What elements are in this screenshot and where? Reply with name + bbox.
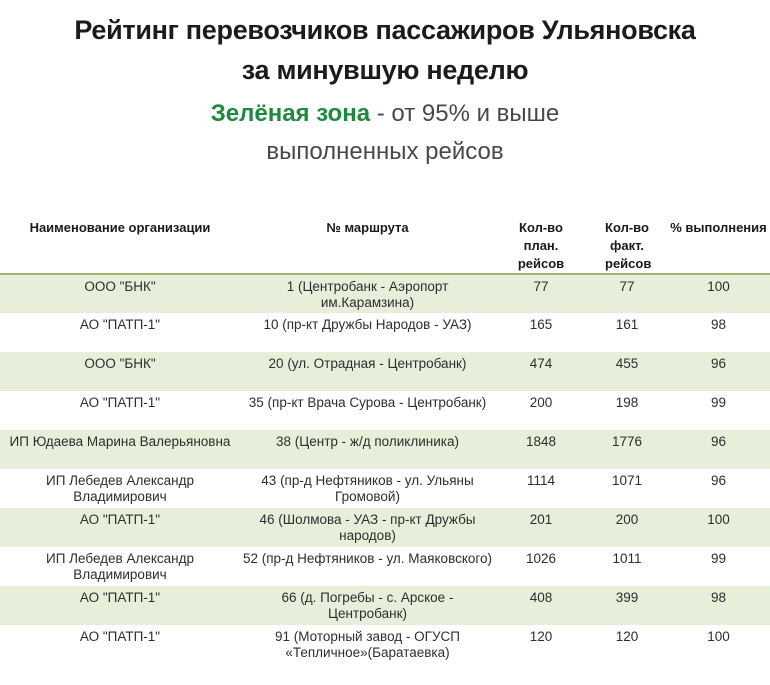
actual-trips-cell: 161 bbox=[587, 313, 667, 352]
planned-trips-cell: 1114 bbox=[495, 469, 587, 508]
completion-percent-cell: 96 bbox=[667, 430, 770, 469]
route-cell: 38 (Центр - ж/д поликлиника) bbox=[240, 430, 495, 469]
organization-cell: ООО "БНК" bbox=[0, 274, 240, 313]
route-cell: 52 (пр-д Нефтяников - ул. Маяковского) bbox=[240, 547, 495, 586]
table-row: АО "ПАТП-1" 66 (д. Погребы - с. Арское - … bbox=[0, 586, 770, 625]
organization-cell: ИП Лебедев Александр Владимирович bbox=[0, 469, 240, 508]
table-row: ООО "БНК" 1 (Центробанк - Аэропорт им.Кар… bbox=[0, 274, 770, 313]
planned-trips-cell: 200 bbox=[495, 391, 587, 430]
table-row: ИП Лебедев Александр Владимирович 52 (пр-… bbox=[0, 547, 770, 586]
actual-trips-cell: 120 bbox=[587, 625, 667, 664]
planned-trips-cell: 474 bbox=[495, 352, 587, 391]
completion-percent-cell: 100 bbox=[667, 625, 770, 664]
organization-cell: ООО "БНК" bbox=[0, 352, 240, 391]
completion-percent-cell: 100 bbox=[667, 508, 770, 547]
column-header-planned-trips: Кол-во план. рейсов bbox=[495, 212, 587, 275]
planned-trips-cell: 408 bbox=[495, 586, 587, 625]
planned-trips-cell: 201 bbox=[495, 508, 587, 547]
route-cell: 10 (пр-кт Дружбы Народов - УАЗ) bbox=[240, 313, 495, 352]
planned-trips-cell: 77 bbox=[495, 274, 587, 313]
actual-trips-cell: 399 bbox=[587, 586, 667, 625]
planned-trips-cell: 1848 bbox=[495, 430, 587, 469]
route-cell: 1 (Центробанк - Аэропорт им.Карамзина) bbox=[240, 274, 495, 313]
column-header-actual-trips: Кол-во факт. рейсов bbox=[587, 212, 667, 275]
actual-trips-cell: 1071 bbox=[587, 469, 667, 508]
table-header: Наименование организации № маршрута Кол-… bbox=[0, 212, 770, 275]
actual-trips-cell: 198 bbox=[587, 391, 667, 430]
completion-percent-cell: 98 bbox=[667, 313, 770, 352]
route-cell: 43 (пр-д Нефтяников - ул. Ульяны Громово… bbox=[240, 469, 495, 508]
planned-trips-cell: 1026 bbox=[495, 547, 587, 586]
organization-cell: ИП Юдаева Марина Валерьяновна bbox=[0, 430, 240, 469]
table-row: ООО "БНК" 20 (ул. Отрадная - Центробанк) 4… bbox=[0, 352, 770, 391]
column-header-organization: Наименование организации bbox=[0, 212, 240, 275]
planned-trips-cell: 165 bbox=[495, 313, 587, 352]
table-row: АО "ПАТП-1" 35 (пр-кт Врача Сурова - Цент… bbox=[0, 391, 770, 430]
actual-trips-cell: 455 bbox=[587, 352, 667, 391]
organization-cell: АО "ПАТП-1" bbox=[0, 586, 240, 625]
column-header-route: № маршрута bbox=[240, 212, 495, 275]
route-cell: 35 (пр-кт Врача Сурова - Центробанк) bbox=[240, 391, 495, 430]
page-title-line1: Рейтинг перевозчиков пассажиров Ульяновс… bbox=[74, 15, 696, 45]
route-cell: 20 (ул. Отрадная - Центробанк) bbox=[240, 352, 495, 391]
zone-subtitle: Зелёная зона - от 95% и выше выполненных… bbox=[165, 95, 605, 171]
completion-percent-cell: 96 bbox=[667, 352, 770, 391]
table-row: АО "ПАТП-1" 10 (пр-кт Дружбы Народов - УА… bbox=[0, 313, 770, 352]
route-cell: 46 (Шолмова - УАЗ - пр-кт Дружбы народов… bbox=[240, 508, 495, 547]
actual-trips-cell: 1776 bbox=[587, 430, 667, 469]
completion-percent-cell: 99 bbox=[667, 391, 770, 430]
table-row: ИП Лебедев Александр Владимирович 43 (пр-… bbox=[0, 469, 770, 508]
completion-percent-cell: 99 bbox=[667, 547, 770, 586]
organization-cell: АО "ПАТП-1" bbox=[0, 391, 240, 430]
organization-cell: ИП Лебедев Александр Владимирович bbox=[0, 547, 240, 586]
organization-cell: АО "ПАТП-1" bbox=[0, 508, 240, 547]
table-header-row: Наименование организации № маршрута Кол-… bbox=[0, 212, 770, 275]
carriers-rating-table: Наименование организации № маршрута Кол-… bbox=[0, 212, 770, 664]
zone-subtitle-highlight: Зелёная зона bbox=[210, 100, 371, 127]
route-cell: 91 (Моторный завод - ОГУСП «Тепличное»(Б… bbox=[240, 625, 495, 664]
organization-cell: АО "ПАТП-1" bbox=[0, 625, 240, 664]
planned-trips-cell: 120 bbox=[495, 625, 587, 664]
actual-trips-cell: 200 bbox=[587, 508, 667, 547]
route-cell: 66 (д. Погребы - с. Арское - Центробанк) bbox=[240, 586, 495, 625]
actual-trips-cell: 1011 bbox=[587, 547, 667, 586]
organization-cell: АО "ПАТП-1" bbox=[0, 313, 240, 352]
table-row: АО "ПАТП-1" 91 (Моторный завод - ОГУСП «Т… bbox=[0, 625, 770, 664]
table-row: ИП Юдаева Марина Валерьяновна 38 (Центр -… bbox=[0, 430, 770, 469]
zone-subtitle-rest: - от 95% и выше выполненных рейсов bbox=[266, 100, 560, 165]
table-row: АО "ПАТП-1" 46 (Шолмова - УАЗ - пр-кт Дру… bbox=[0, 508, 770, 547]
table-body: ООО "БНК" 1 (Центробанк - Аэропорт им.Кар… bbox=[0, 274, 770, 664]
completion-percent-cell: 98 bbox=[667, 586, 770, 625]
page-title: Рейтинг перевозчиков пассажиров Ульяновс… bbox=[0, 0, 770, 90]
completion-percent-cell: 100 bbox=[667, 274, 770, 313]
completion-percent-cell: 96 bbox=[667, 469, 770, 508]
page-title-line2: за минувшую неделю bbox=[241, 55, 529, 85]
column-header-completion-percent: % выполнения bbox=[667, 212, 770, 275]
actual-trips-cell: 77 bbox=[587, 274, 667, 313]
